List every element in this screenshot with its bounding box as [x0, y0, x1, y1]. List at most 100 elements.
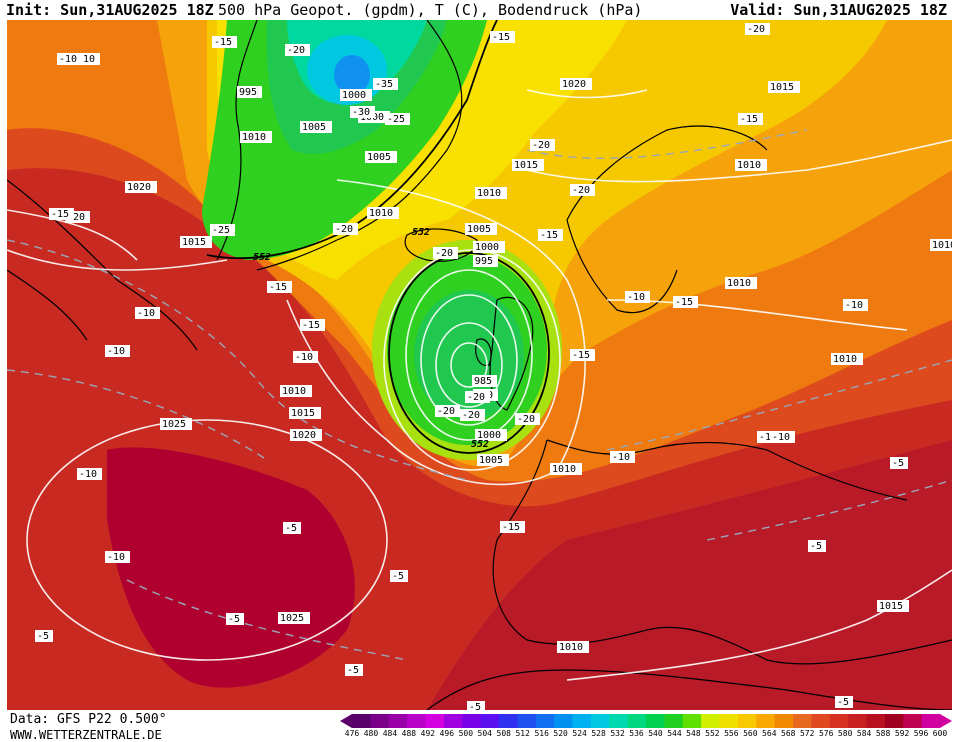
- pressure-label: 1010: [369, 208, 393, 219]
- temperature-label-box: [890, 457, 908, 469]
- scale-tick-label: 476: [344, 729, 360, 738]
- isotherm-minus-10: [7, 359, 952, 461]
- temperature-label-box: [285, 44, 310, 56]
- temperature-label-box: [345, 664, 363, 676]
- pressure-label: 1010: [559, 642, 583, 653]
- scale-tick-label: 564: [762, 729, 777, 738]
- temperature-label-box: [467, 701, 485, 710]
- scale-tick-label: 548: [686, 729, 701, 738]
- temperature-label-box: [433, 247, 458, 259]
- pressure-label-box: [365, 151, 397, 163]
- valid-time: Valid: Sun,31AUG2025 18Z: [730, 1, 947, 19]
- temperature-label: -15: [269, 282, 287, 293]
- iceland-coast: [404, 228, 478, 262]
- temperature-label: -10: [627, 292, 645, 303]
- temperature-label-box: [435, 405, 460, 417]
- scale-swatch: [866, 714, 886, 728]
- temperature-label-box: [105, 345, 130, 357]
- scale-tick-label: 568: [781, 729, 796, 738]
- temperature-label: -15: [740, 114, 758, 125]
- pressure-label: 985: [474, 376, 492, 387]
- scale-tick-label: 592: [894, 729, 910, 738]
- pressure-label: 1000: [342, 90, 366, 101]
- pressure-label: 1010: [932, 240, 952, 251]
- pressure-label-box: [278, 612, 310, 624]
- temperature-label-box: [350, 106, 375, 118]
- scale-tick-label: 588: [875, 729, 891, 738]
- temperature-label: -15: [502, 522, 520, 533]
- temperature-label: -25: [212, 225, 230, 236]
- temperature-label: -20: [435, 248, 453, 259]
- temperature-label-box: [212, 36, 237, 48]
- pressure-label-box: [550, 463, 582, 475]
- temperature-label-box: [570, 184, 595, 196]
- pressure-label: 1005: [479, 455, 503, 466]
- pressure-label: 1010: [477, 188, 501, 199]
- north-america-coast: [7, 179, 198, 351]
- isotherm-minus-5: [126, 479, 952, 661]
- weather-map: 1020 1015 1010 1005 1000 995 1000 1005 1010 1015 1…: [7, 20, 952, 710]
- pressure-label-box: [557, 641, 589, 653]
- pressure-label-box: [240, 131, 272, 143]
- scale-swatch: [462, 714, 482, 728]
- pressure-label: 1015: [514, 160, 538, 171]
- pressure-label: 1010: [242, 132, 266, 143]
- temperature-label: -20: [532, 140, 550, 151]
- scale-tick-label: 480: [363, 729, 379, 738]
- temperature-label-box: [105, 551, 130, 563]
- pressure-label: 1005: [367, 152, 391, 163]
- scale-swatch: [572, 714, 592, 728]
- pressure-label-box: [475, 429, 507, 441]
- chart-header: Init: Sun,31AUG2025 18Z 500 hPa Geopot. …: [0, 0, 959, 20]
- pressure-label: 1010: [833, 354, 857, 365]
- temperature-label: -20: [572, 185, 590, 196]
- pressure-label: 1020: [562, 79, 586, 90]
- scale-tick-label: 508: [496, 729, 511, 738]
- pressure-label-box: [280, 385, 312, 397]
- temperature-label: -20: [747, 24, 765, 35]
- scale-swatch: [627, 714, 647, 728]
- temperature-label: -20: [462, 410, 480, 421]
- pressure-label-box: [473, 241, 505, 253]
- pressure-label: 1010: [737, 160, 761, 171]
- temperature-label: -20: [467, 392, 485, 403]
- isotherm-minus-20: [526, 129, 808, 159]
- temperature-label: -10: [107, 346, 125, 357]
- temperature-label-box: [460, 409, 485, 421]
- scale-tick-label: 496: [439, 729, 455, 738]
- temperature-label-box: [226, 613, 244, 625]
- isobar-1015: [7, 139, 952, 271]
- temperature-label: -5: [469, 702, 481, 710]
- scale-swatch: [352, 714, 371, 728]
- pressure-label-box: [473, 255, 498, 267]
- temperature-label-box: [300, 319, 325, 331]
- scale-swatch: [682, 714, 702, 728]
- scale-swatch: [407, 714, 426, 728]
- temperature-label: -10: [59, 54, 77, 65]
- scale-tick-label: 552: [705, 729, 720, 738]
- temperature-label: -35: [375, 79, 393, 90]
- temperature-label: -5: [392, 571, 404, 582]
- scale-tick-label: 488: [401, 729, 417, 738]
- pressure-label-box: [831, 353, 863, 365]
- color-scale-ticks: 476 480 484 488 492 496 500 504 508 512 516 520 524 5…: [344, 729, 947, 741]
- temperature-label-box: [267, 281, 292, 293]
- scale-swatch: [370, 714, 390, 728]
- scale-swatch: [903, 714, 923, 728]
- scale-tick-label: 596: [913, 729, 929, 738]
- temperature-label: -20: [335, 224, 353, 235]
- temperature-label-box: [465, 391, 490, 403]
- scale-swatch: [664, 714, 684, 728]
- temperature-label-box: [57, 53, 82, 65]
- isobar-1020: [7, 89, 648, 261]
- temperature-label-box: [808, 540, 826, 552]
- scale-tick-label: 524: [572, 729, 587, 738]
- pressure-label: 1025: [280, 613, 304, 624]
- coastlines: [7, 20, 952, 710]
- pressure-label-box: [930, 239, 952, 251]
- isobar-low-990: [435, 322, 503, 408]
- temperature-label: -10: [845, 300, 863, 311]
- pressure-label: 1015: [770, 82, 794, 93]
- scale-swatch: [443, 714, 463, 728]
- scale-swatch: [535, 714, 555, 728]
